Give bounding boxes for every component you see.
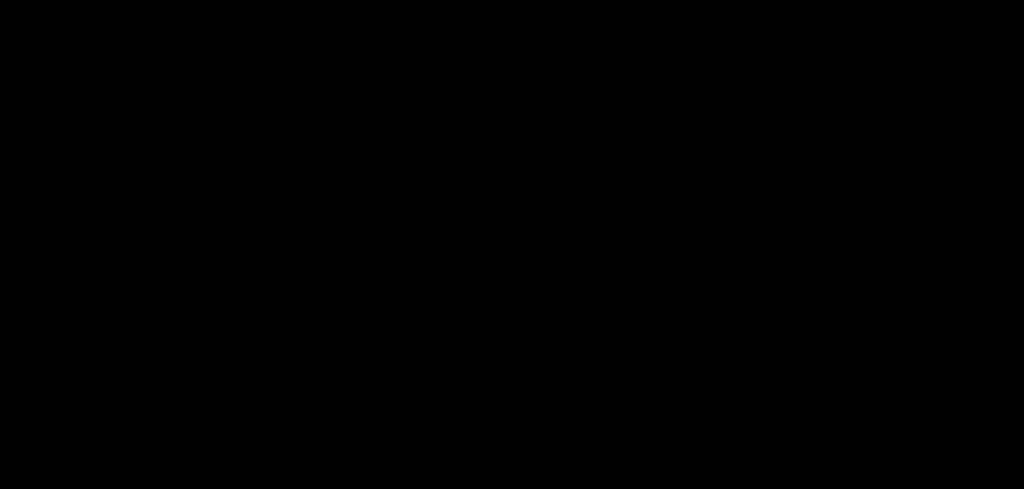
- price-chart-canvas[interactable]: [0, 0, 1024, 489]
- mt4-chart-window: [0, 0, 1024, 489]
